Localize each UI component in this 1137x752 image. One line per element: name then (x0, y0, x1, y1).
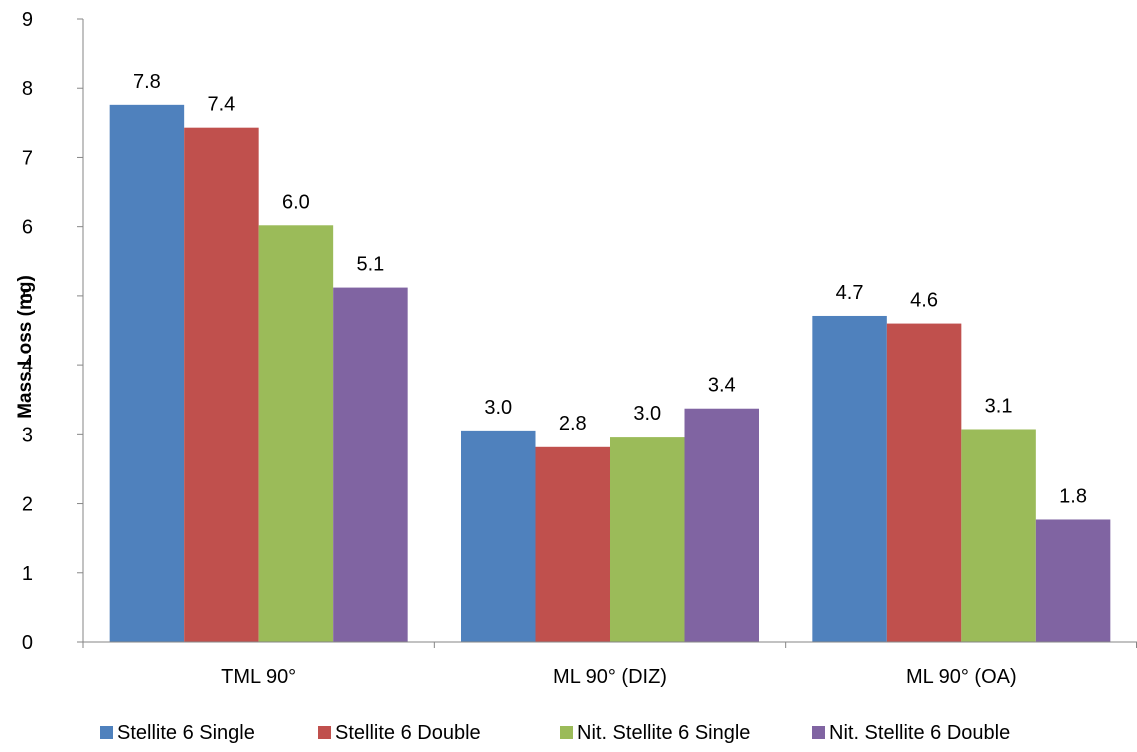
data-label: 7.8 (133, 71, 161, 93)
legend-item: Nit. Stellite 6 Double (812, 722, 1010, 744)
legend-item: Nit. Stellite 6 Single (560, 722, 750, 744)
y-tick-label: 7 (22, 147, 33, 169)
y-axis-ticks: 0 1 2 3 4 5 6 7 8 9 (22, 9, 83, 654)
bar (333, 287, 408, 642)
data-label: 4.7 (836, 282, 864, 304)
bar (535, 446, 610, 642)
bar (684, 408, 759, 642)
legend-item: Stellite 6 Double (318, 722, 481, 744)
data-label: 1.8 (1059, 485, 1087, 507)
bar (610, 437, 685, 642)
bar (109, 104, 185, 642)
y-tick-label: 1 (22, 563, 33, 585)
legend-item: Stellite 6 Single (100, 722, 255, 744)
y-tick-label: 0 (22, 632, 33, 654)
bar (258, 225, 334, 642)
bar (886, 323, 962, 642)
legend-swatch (100, 726, 113, 739)
legend-label: Nit. Stellite 6 Single (577, 722, 750, 744)
y-tick-label: 6 (22, 217, 33, 239)
legend-swatch (560, 726, 573, 739)
data-label: 6.0 (282, 191, 310, 213)
bars-group (109, 104, 1111, 642)
y-axis-title: Mass Loss (mg) (15, 275, 36, 419)
data-label: 3.0 (484, 397, 512, 419)
bar (184, 127, 259, 642)
y-tick-label: 4 (22, 355, 33, 377)
data-label: 2.8 (559, 413, 587, 435)
data-label: 7.4 (208, 94, 236, 116)
y-tick-label: 3 (22, 424, 33, 446)
bar (961, 429, 1036, 642)
data-labels-group: 7.8 7.4 6.0 5.1 3.0 2.8 3.0 3.4 4.7 4.6 3.1 1.8 (133, 71, 1087, 508)
data-label: 5.1 (357, 254, 385, 276)
data-label: 3.0 (633, 403, 661, 425)
legend-label: Stellite 6 Single (117, 722, 255, 744)
legend: Stellite 6 Single Stellite 6 Double Nit. S… (100, 722, 1010, 744)
bar (461, 430, 536, 642)
legend-label: Stellite 6 Double (335, 722, 481, 744)
data-label: 3.4 (708, 375, 736, 397)
x-category-label: TML 90° (221, 666, 296, 688)
x-category-label: ML 90° (OA) (906, 666, 1017, 688)
legend-label: Nit. Stellite 6 Double (829, 722, 1010, 744)
y-tick-label: 8 (22, 78, 33, 100)
y-tick-label: 9 (22, 9, 33, 31)
data-label: 3.1 (985, 395, 1013, 417)
data-label: 4.6 (910, 290, 938, 312)
x-axis-category-labels: TML 90° ML 90° (DIZ) ML 90° (OA) (221, 666, 1017, 688)
y-tick-label: 2 (22, 494, 33, 516)
legend-swatch (318, 726, 331, 739)
y-tick-label: 5 (22, 286, 33, 308)
x-category-label: ML 90° (DIZ) (553, 666, 667, 688)
bar (812, 315, 887, 642)
legend-swatch (812, 726, 825, 739)
bar (1035, 519, 1111, 642)
